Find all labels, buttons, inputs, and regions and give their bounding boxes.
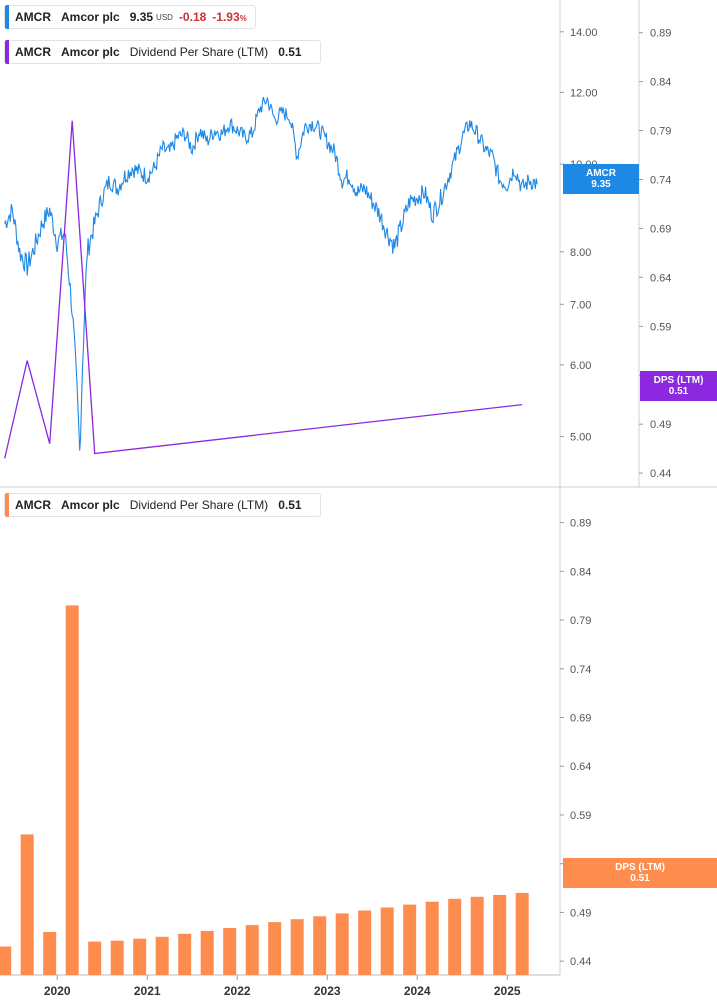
dps-axis-tick-label: 0.69 — [650, 223, 671, 235]
bar-axis-tick-label: 0.69 — [570, 713, 591, 725]
price-legend-pct-sign: % — [239, 14, 247, 23]
dps-bar — [515, 892, 529, 975]
price-axis-tick-label: 12.00 — [570, 87, 598, 99]
dps-bar — [403, 904, 417, 975]
price-legend-name: Amcor plc — [61, 10, 120, 24]
dps-bar — [268, 922, 282, 975]
bar-axis-tick-label: 0.49 — [570, 907, 591, 919]
dps-bar-legend-swatch — [5, 493, 9, 517]
dps-line-tag-label: DPS (LTM) — [653, 375, 704, 386]
dps-axis-tick-label: 0.79 — [650, 126, 671, 138]
x-axis-tick-label: 2024 — [404, 984, 431, 998]
dps-axis-tick-label: 0.59 — [650, 321, 671, 333]
price-legend-change-pct-value: -1.93 — [212, 10, 240, 24]
x-axis-tick-label: 2022 — [224, 984, 251, 998]
dps-bar — [20, 834, 34, 975]
price-legend-price: 9.35 — [129, 10, 154, 24]
price-axis-tick-label: 14.00 — [570, 27, 598, 39]
price-legend[interactable]: AMCR Amcor plc 9.35 USD -0.18 -1.93% — [4, 5, 256, 29]
x-axis-tick-label: 2025 — [494, 984, 521, 998]
bar-axis-tick-label: 0.59 — [570, 810, 591, 822]
bottom-axis-ticks: 0.440.490.540.590.640.690.740.790.840.89… — [44, 518, 592, 998]
dps-bar — [65, 605, 79, 975]
dps-line-legend-swatch — [5, 40, 9, 64]
dps-bar — [0, 946, 12, 975]
dps-bar-legend-ticker: AMCR — [15, 498, 51, 512]
dps-axis-tick-label: 0.89 — [650, 28, 671, 40]
dps-axis-tick-label: 0.74 — [650, 174, 671, 186]
chart-axes — [0, 0, 717, 976]
price-tag-label: AMCR — [586, 168, 616, 179]
price-axis-tick-label: 8.00 — [570, 247, 591, 259]
price-tag-value: 9.35 — [591, 179, 611, 190]
dps-line — [4, 120, 523, 459]
dps-line-tag-value: 0.51 — [668, 386, 689, 397]
price-series — [4, 96, 538, 451]
price-axis-tick-label: 6.00 — [570, 360, 591, 372]
price-legend-change: -0.18 — [178, 10, 207, 24]
price-line — [4, 96, 538, 451]
dps-bar-legend-name: Amcor plc — [61, 498, 120, 512]
dps-bar — [335, 913, 349, 975]
price-axis-tick-label: 7.00 — [570, 299, 591, 311]
dps-bar — [155, 936, 169, 975]
dps-bar — [110, 940, 124, 975]
price-axis-tick-label: 5.00 — [570, 432, 591, 444]
dps-line-legend-metric: Dividend Per Share (LTM) — [129, 45, 269, 59]
price-legend-swatch — [5, 5, 9, 29]
top-axis-ticks: 5.006.007.008.0010.0012.0014.000.440.490… — [560, 27, 671, 480]
price-legend-ticker: AMCR — [15, 10, 51, 24]
dps-bar — [88, 941, 102, 975]
dps-bar — [470, 896, 484, 975]
price-legend-currency: USD — [156, 12, 173, 22]
dps-bar — [223, 928, 237, 975]
x-axis-tick-label: 2021 — [134, 984, 161, 998]
price-tag: AMCR 9.35 — [563, 164, 639, 194]
dps-line-legend-ticker: AMCR — [15, 45, 51, 59]
dps-bar — [380, 907, 394, 975]
price-legend-change-pct: -1.93% — [212, 10, 246, 24]
bar-axis-tick-label: 0.89 — [570, 518, 591, 530]
dps-bar-tag-label: DPS (LTM) — [615, 862, 665, 873]
dps-bar-legend-metric: Dividend Per Share (LTM) — [129, 498, 269, 512]
dps-axis-tick-label: 0.44 — [650, 468, 671, 480]
dps-bar-series — [0, 605, 529, 975]
dps-axis-tick-label: 0.84 — [650, 77, 671, 89]
dps-line-legend-name: Amcor plc — [61, 45, 120, 59]
bar-axis-tick-label: 0.64 — [570, 761, 591, 773]
bar-axis-tick-label: 0.84 — [570, 566, 591, 578]
dps-bar-tag: DPS (LTM) 0.51 — [563, 858, 717, 888]
dps-bar — [290, 919, 304, 975]
dps-bar — [245, 925, 259, 975]
dps-bar — [200, 930, 214, 975]
dps-bar-legend-value: 0.51 — [278, 498, 302, 512]
dps-bar — [493, 894, 507, 975]
dps-line-tag: DPS (LTM) 0.51 — [640, 371, 717, 401]
bar-axis-tick-label: 0.44 — [570, 956, 591, 968]
dps-bar — [448, 898, 462, 975]
dps-bar — [133, 938, 147, 975]
dps-bar — [313, 916, 327, 975]
dps-bar — [178, 933, 192, 975]
dps-line-legend[interactable]: AMCR Amcor plc Dividend Per Share (LTM) … — [4, 40, 321, 64]
dps-bar — [43, 931, 57, 975]
dps-axis-tick-label: 0.49 — [650, 419, 671, 431]
dps-bar-legend[interactable]: AMCR Amcor plc Dividend Per Share (LTM) … — [4, 493, 321, 517]
bar-axis-tick-label: 0.74 — [570, 664, 591, 676]
dps-axis-tick-label: 0.64 — [650, 272, 671, 284]
dps-bar — [358, 910, 372, 975]
dps-line-legend-value: 0.51 — [278, 45, 302, 59]
bar-axis-tick-label: 0.79 — [570, 615, 591, 627]
x-axis-tick-label: 2023 — [314, 984, 341, 998]
dps-bar-tag-value: 0.51 — [630, 873, 650, 884]
x-axis-tick-label: 2020 — [44, 984, 71, 998]
dps-line-series — [4, 120, 523, 459]
dps-bar — [425, 901, 439, 975]
